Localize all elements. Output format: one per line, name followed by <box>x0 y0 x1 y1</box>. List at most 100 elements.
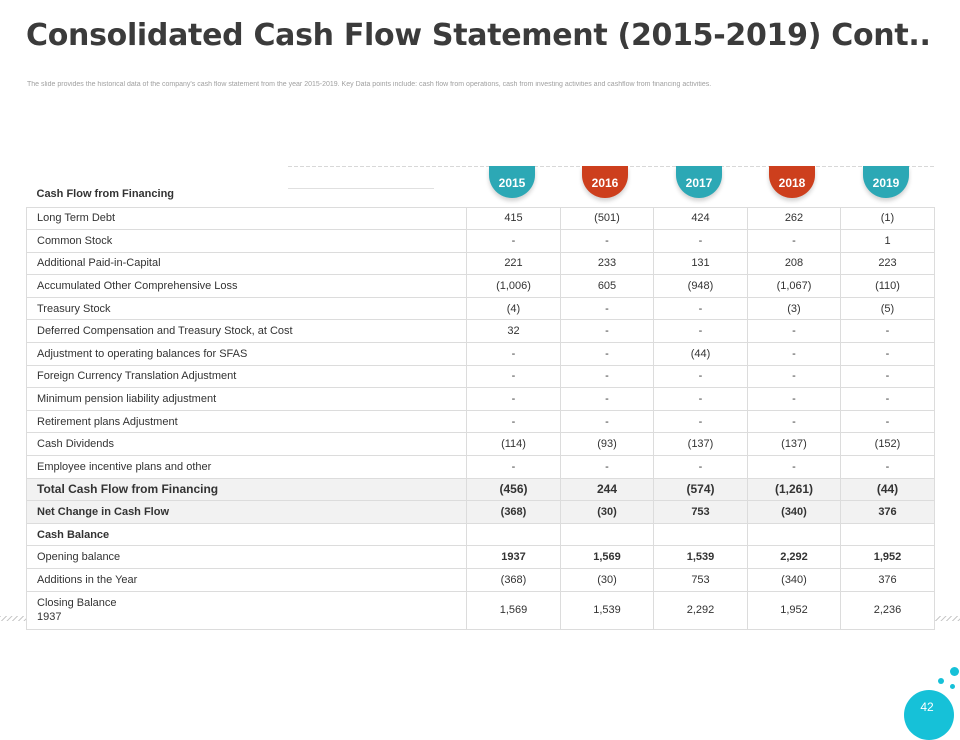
cell-value: - <box>653 409 748 434</box>
cell-value: - <box>747 319 841 344</box>
cell-value <box>560 522 654 547</box>
cell-value: 1,952 <box>747 590 841 630</box>
cell-value: - <box>560 409 654 434</box>
table-row: Employee incentive plans and other - - - - - <box>26 455 935 479</box>
cell-value: - <box>560 364 654 389</box>
cell-value <box>747 522 841 547</box>
table-row: Adjustment to operating balances for SFA… <box>26 342 935 366</box>
cell-value: - <box>466 409 561 434</box>
cell-value: (152) <box>840 432 935 457</box>
cell-value: - <box>560 387 654 411</box>
cell-value: 424 <box>653 206 748 231</box>
table-row: Closing Balance 1937 1,569 1,539 2,292 1,952 2… <box>26 590 935 630</box>
cell-value: (1,067) <box>747 274 841 298</box>
cell-value: 376 <box>840 500 935 524</box>
row-label: Total Cash Flow from Financing <box>26 477 467 502</box>
page-title: Consolidated Cash Flow Statement (2015-2… <box>26 18 931 53</box>
cell-value: - <box>747 229 841 253</box>
cell-value: 233 <box>560 251 654 276</box>
decorative-line <box>288 188 434 189</box>
cell-value: (456) <box>466 477 561 502</box>
cell-value: - <box>840 342 935 366</box>
cell-value: - <box>747 364 841 389</box>
table-row: Treasury Stock (4) - - (3) (5) <box>26 296 935 321</box>
row-label: Opening balance <box>26 545 467 569</box>
cell-value: (1,006) <box>466 274 561 298</box>
decorative-hatch-right <box>934 616 960 621</box>
table-row: Net Change in Cash Flow (368) (30) 753 (340)… <box>26 500 935 524</box>
cell-value: (93) <box>560 432 654 457</box>
table-row: Minimum pension liability adjustment - - - -… <box>26 387 935 411</box>
cell-value <box>466 522 561 547</box>
cell-value: - <box>747 409 841 434</box>
row-label: Long Term Debt <box>26 206 467 231</box>
cell-value: 1,952 <box>840 545 935 569</box>
row-label: Deferred Compensation and Treasury Stock… <box>26 319 467 344</box>
cell-value: - <box>747 455 841 479</box>
table-row: Accumulated Other Comprehensive Loss (1,0… <box>26 274 935 298</box>
cell-value: (368) <box>466 500 561 524</box>
row-label: Cash Balance <box>26 522 467 547</box>
row-label: Additional Paid-in-Capital <box>26 251 467 276</box>
cell-value: 2,292 <box>747 545 841 569</box>
cell-value: (30) <box>560 568 654 592</box>
cell-value: - <box>466 364 561 389</box>
cell-value: - <box>560 296 654 321</box>
table-row: Retirement plans Adjustment - - - - - <box>26 409 935 434</box>
cell-value: 2,236 <box>840 590 935 630</box>
cell-value: (3) <box>747 296 841 321</box>
cell-value: - <box>840 319 935 344</box>
table-row: Common Stock - - - -1 <box>26 229 935 253</box>
cell-value: 223 <box>840 251 935 276</box>
table-row: Additions in the Year (368) (30) 753 (340) 37… <box>26 568 935 592</box>
row-label: Closing Balance 1937 <box>26 590 467 630</box>
cell-value: - <box>560 455 654 479</box>
cell-value: - <box>653 364 748 389</box>
cell-value: - <box>466 455 561 479</box>
cell-value: - <box>560 229 654 253</box>
cell-value: 131 <box>653 251 748 276</box>
cell-value: - <box>560 319 654 344</box>
cash-flow-table: Cash Flow from Financing Long Term Debt 4… <box>26 182 935 630</box>
table-row: Additional Paid-in-Capital 221 233 131 208 22… <box>26 251 935 276</box>
cell-value: - <box>840 387 935 411</box>
cell-value: 605 <box>560 274 654 298</box>
cell-value <box>840 522 935 547</box>
decorative-hatch-left <box>0 616 26 621</box>
table-row: Opening balance 1937 1,569 1,539 2,292 1,952 <box>26 545 935 569</box>
decorative-dot <box>950 684 955 689</box>
table-row: Foreign Currency Translation Adjustment -… <box>26 364 935 389</box>
year-badge-2019: 2019 <box>863 166 909 198</box>
year-badge-2018: 2018 <box>769 166 815 198</box>
cell-value: - <box>840 364 935 389</box>
decorative-dot <box>938 678 944 684</box>
cell-value: 415 <box>466 206 561 231</box>
table-row: Cash Dividends (114) (93) (137) (137) (152) <box>26 432 935 457</box>
cell-value: 208 <box>747 251 841 276</box>
cell-value: 753 <box>653 500 748 524</box>
cell-value: 376 <box>840 568 935 592</box>
cell-value: 244 <box>560 477 654 502</box>
cell-value: - <box>466 387 561 411</box>
cell-value: (368) <box>466 568 561 592</box>
cell-value: - <box>466 229 561 253</box>
cell-value: (110) <box>840 274 935 298</box>
cell-value: - <box>653 229 748 253</box>
cell-value: - <box>653 455 748 479</box>
cell-value: (340) <box>747 568 841 592</box>
cell-value: 753 <box>653 568 748 592</box>
decorative-dot <box>950 667 959 676</box>
cell-value: (948) <box>653 274 748 298</box>
cell-value: (574) <box>653 477 748 502</box>
cell-value: 1,569 <box>560 545 654 569</box>
cell-value: 1 <box>840 229 935 253</box>
row-label: Minimum pension liability adjustment <box>26 387 467 411</box>
row-label-line: Closing Balance <box>37 597 117 610</box>
table-header-row: Cash Flow from Financing <box>27 182 935 207</box>
table-row: Long Term Debt 415 (501) 424 262 (1) <box>26 206 935 231</box>
cell-value: 1,539 <box>653 545 748 569</box>
table-row: Cash Balance <box>26 522 935 547</box>
cell-value: - <box>466 342 561 366</box>
cell-value: - <box>840 455 935 479</box>
cell-value: 32 <box>466 319 561 344</box>
